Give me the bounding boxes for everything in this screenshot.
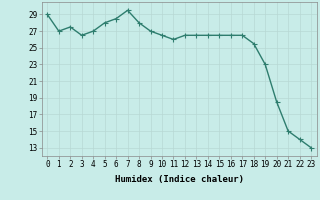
- X-axis label: Humidex (Indice chaleur): Humidex (Indice chaleur): [115, 175, 244, 184]
